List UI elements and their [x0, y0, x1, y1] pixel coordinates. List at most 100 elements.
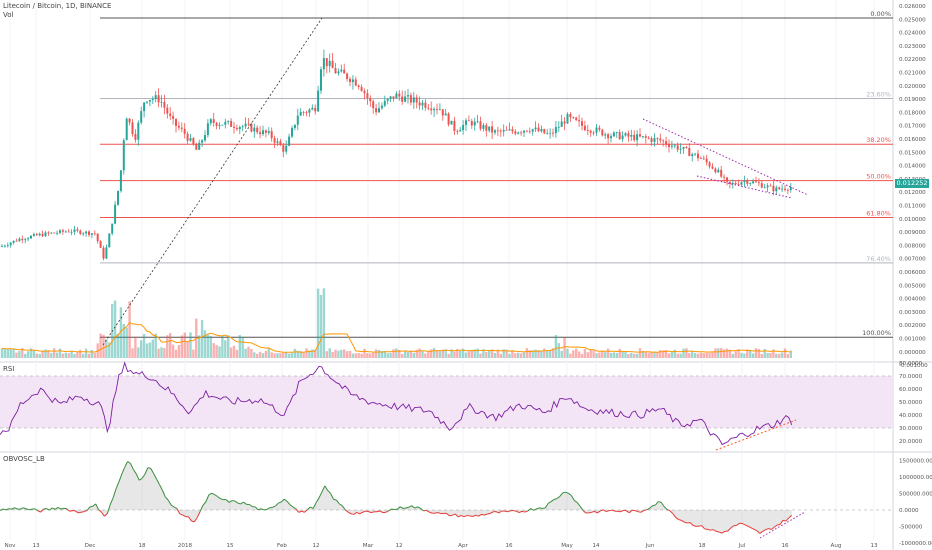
candle-body [340, 69, 343, 72]
obv-segment [623, 509, 627, 512]
obv-segment [640, 510, 645, 513]
volume-bar [728, 349, 732, 358]
obv-segment [550, 499, 555, 502]
volume-bar [441, 349, 444, 358]
obv-segment [83, 510, 88, 513]
rsi-line [0, 361, 793, 446]
volume-bar [215, 345, 218, 358]
obv-segment [220, 498, 224, 501]
obv-segment [179, 513, 183, 516]
candle-body [334, 68, 337, 74]
obv-segment [182, 514, 186, 518]
obv-segment [167, 499, 172, 506]
candle-body [195, 144, 198, 150]
obv-segment [713, 529, 717, 532]
candle-body [389, 96, 392, 99]
time-tick-label: Aug [831, 543, 842, 549]
time-tick-label: 18 [138, 543, 146, 549]
price-tick-label: 0.010000 [899, 217, 926, 223]
candle-body [41, 233, 44, 237]
candle-body [630, 134, 633, 137]
candle-body [731, 183, 734, 184]
candle-body [615, 132, 618, 133]
candle-body [204, 135, 206, 141]
rsi-label: RSI [3, 365, 15, 373]
time-tick-label: 12 [312, 543, 319, 549]
volume-bar [534, 349, 537, 358]
obv-segment [660, 501, 665, 507]
volume-bar [488, 350, 491, 358]
rsi-tick-label: 30.0000 [899, 426, 923, 432]
volume-bar [221, 336, 224, 358]
candle-body [70, 231, 73, 233]
volume-bar [644, 351, 647, 358]
candle-body [21, 238, 24, 241]
candle-body [752, 181, 755, 184]
candle-body [119, 170, 122, 191]
fib-level-label: 100.00% [862, 329, 891, 337]
volume-bar [189, 332, 192, 358]
price-tick-label: 0.024000 [899, 31, 926, 37]
candle-body [566, 114, 569, 124]
candle-body [523, 130, 525, 133]
candle-body [668, 144, 670, 147]
volume-bar [87, 353, 91, 358]
volume-bar [128, 301, 131, 358]
volume-bar [760, 353, 763, 358]
volume-bar [58, 348, 62, 358]
volume-bar [438, 351, 442, 358]
obv-segment [234, 500, 239, 504]
volume-bar [650, 352, 653, 358]
candle-body [15, 240, 18, 242]
candle-body [636, 134, 639, 141]
obv-segment [426, 510, 430, 513]
volume-bar [73, 353, 76, 358]
candle-body [476, 121, 479, 123]
obv-segment [333, 498, 337, 501]
candle-body [639, 134, 641, 137]
volume-bar [331, 352, 334, 358]
volume-bar [421, 351, 424, 358]
volume-bar [15, 352, 18, 358]
rsi-pane: 80.0000 70.0000 60.0000 50.0000 40.0000 30.00… [0, 361, 923, 451]
obv-oscillator-pane: 1500000.0000 1000000.0000 500000.0000 0.000… [0, 459, 932, 547]
candle-body [67, 231, 70, 233]
candle-body [485, 125, 488, 131]
candle-body [554, 127, 557, 134]
volume-bar [198, 335, 201, 358]
candle-body [209, 119, 212, 124]
obv-segment [98, 509, 102, 513]
candle-body [723, 176, 726, 178]
candle-body [59, 230, 61, 233]
candle-body [697, 153, 699, 159]
candle-body [111, 223, 114, 234]
price-tick-label: 0.008000 [899, 243, 926, 249]
time-tick-label: Jun [645, 543, 655, 549]
candle-body [702, 158, 705, 160]
obv-segment [5, 508, 9, 511]
candle-body [659, 138, 662, 141]
candle-body [421, 102, 424, 106]
obv-segment [301, 510, 305, 513]
volume-bar [142, 333, 146, 358]
candle-body [598, 127, 601, 130]
candle-body [180, 127, 183, 129]
candle-body [250, 123, 253, 132]
price-tick-label: 0.001000 [899, 337, 926, 343]
candle-body [592, 132, 595, 134]
volume-bar [467, 351, 471, 358]
volume-bar [609, 352, 613, 358]
candle-body [218, 124, 221, 126]
candle-body [520, 132, 523, 134]
volume-bar [279, 353, 282, 358]
obv-segment [747, 525, 752, 529]
candle-body [662, 140, 665, 142]
volume-bars [0, 288, 792, 358]
obv-segment [513, 510, 517, 512]
volume-bar [769, 352, 772, 358]
volume-bar [725, 348, 729, 358]
obv-segment [176, 508, 181, 515]
volume-bar [763, 348, 766, 358]
obv-segment [164, 496, 169, 501]
